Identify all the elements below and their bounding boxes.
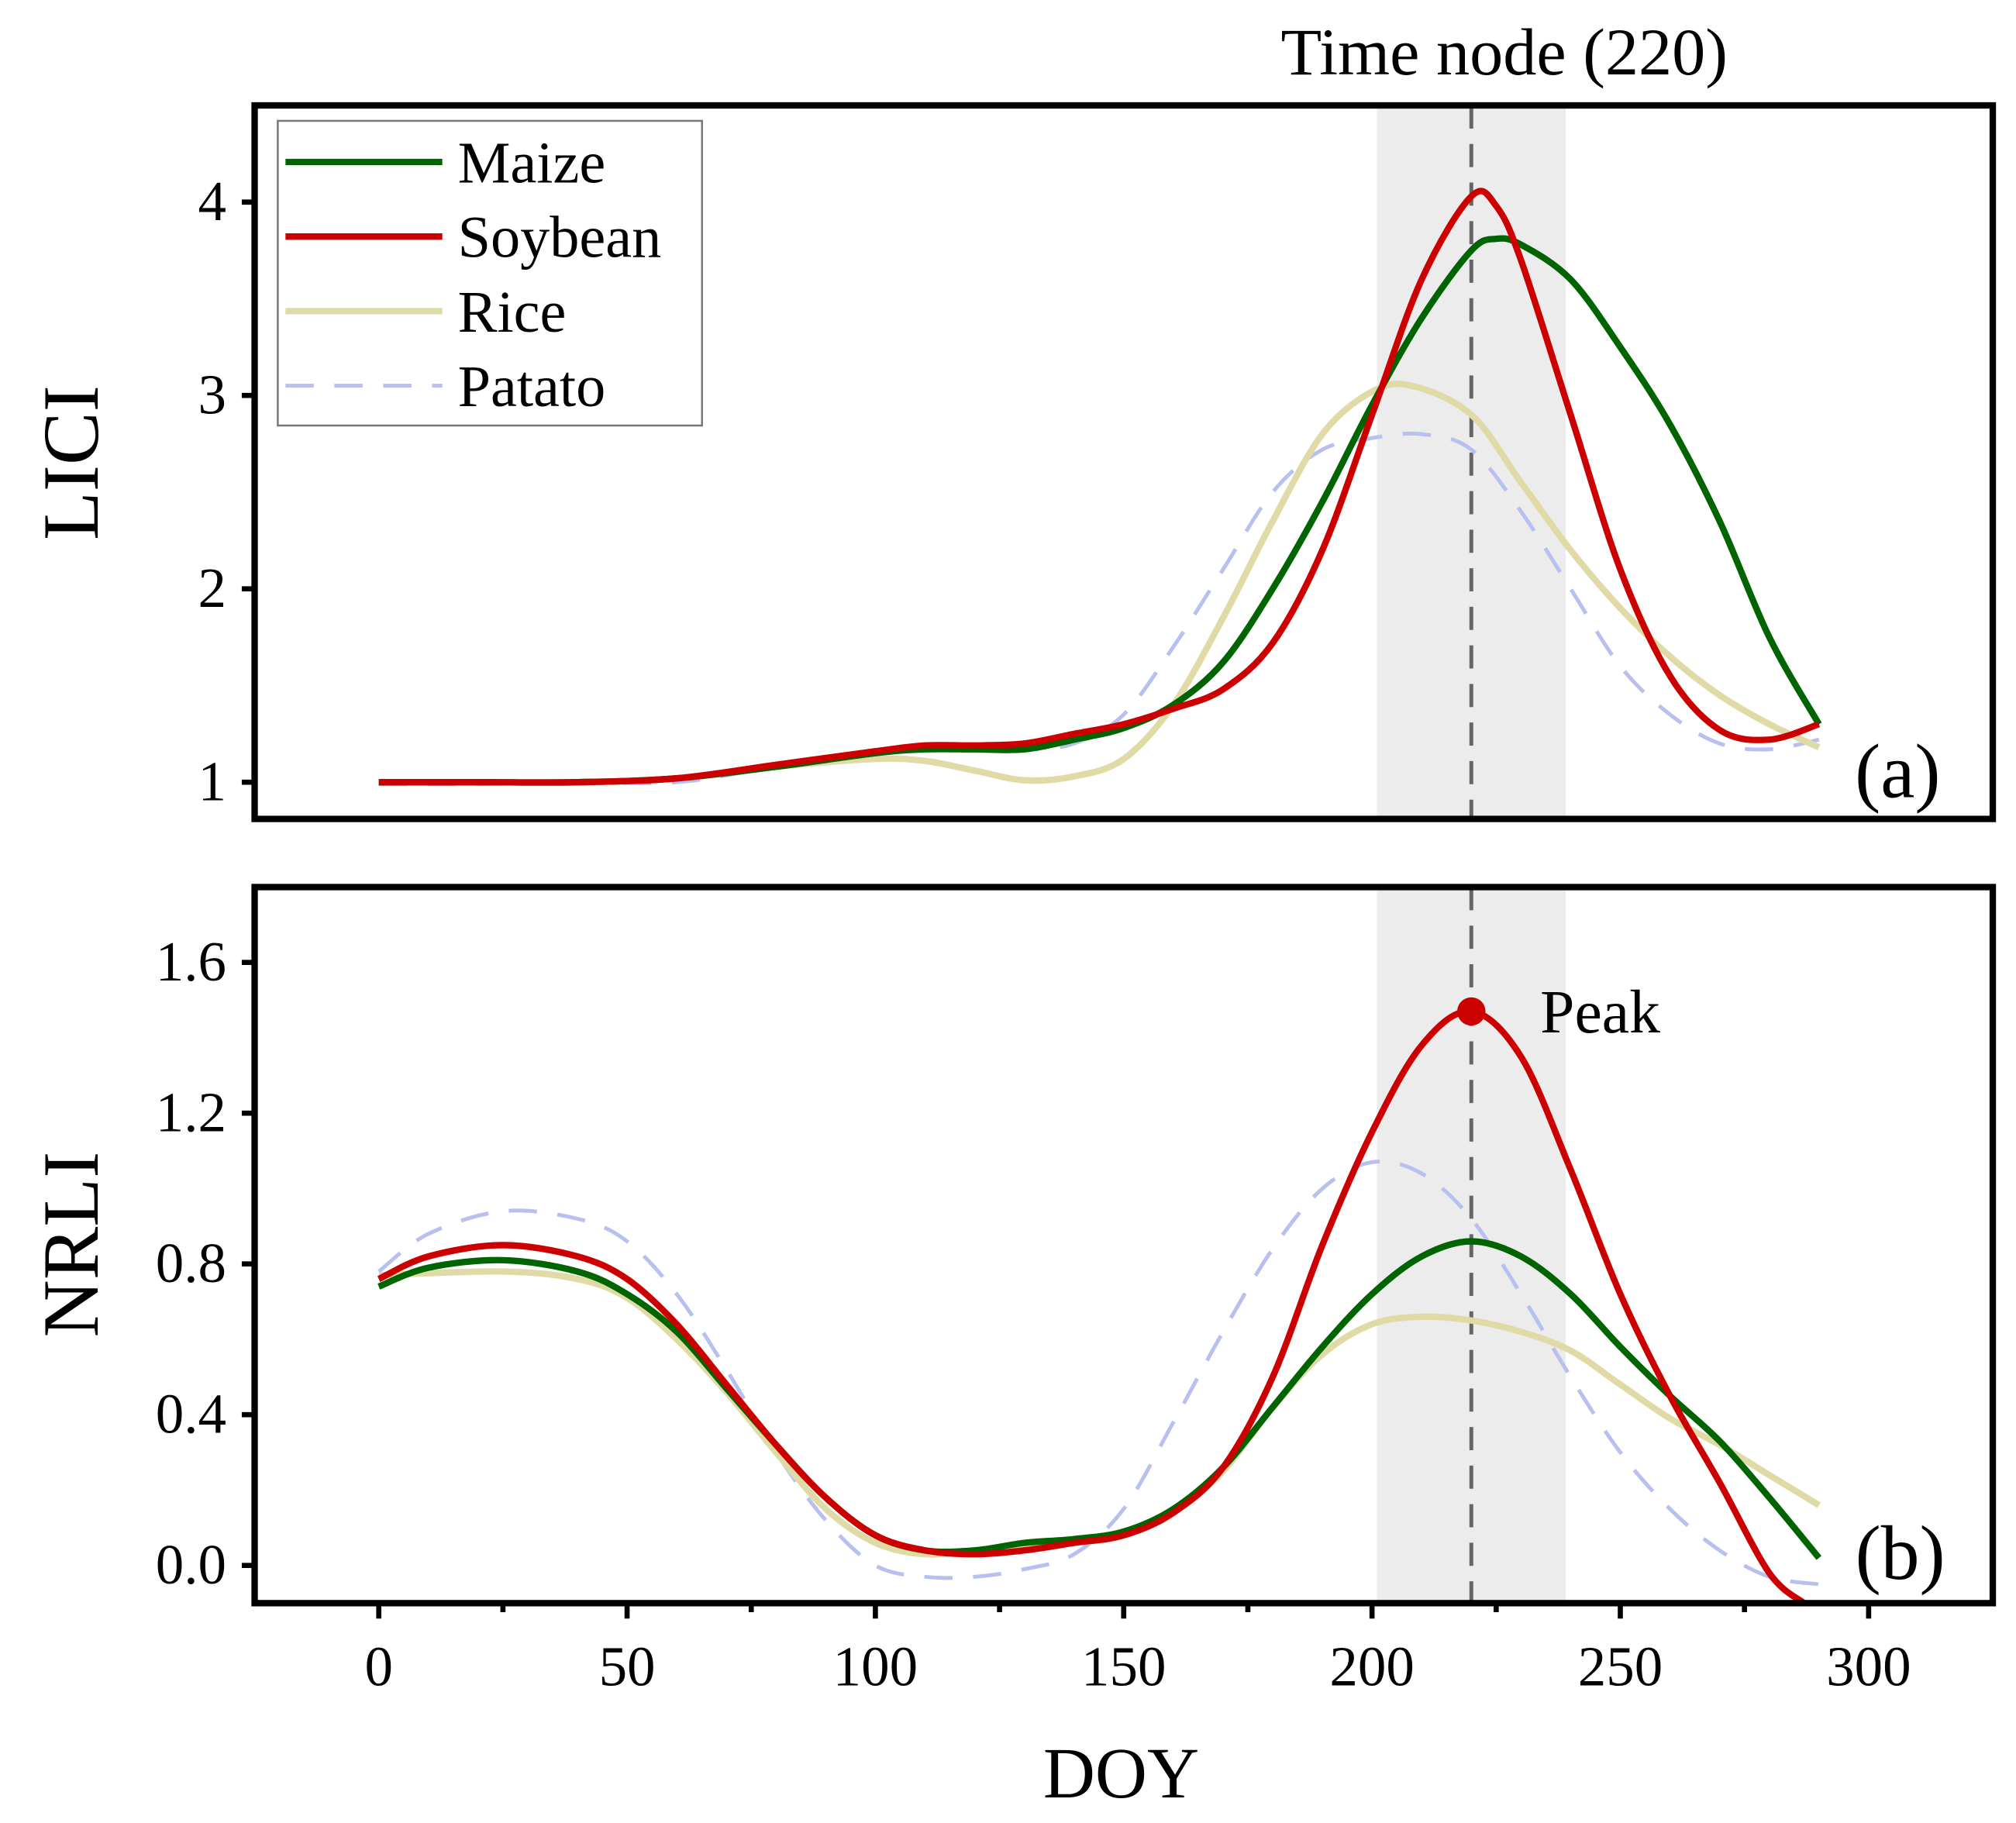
- legend: Maize Soybean Rice Patato: [277, 119, 703, 427]
- x-tick-label: 200: [1329, 1635, 1414, 1698]
- series-line-soybean: [377, 1008, 1807, 1604]
- peak-marker: [1457, 997, 1486, 1026]
- x-tick-label: 100: [833, 1635, 918, 1698]
- y-tick-label: 1.2: [156, 1080, 226, 1143]
- panel-a: 1 2 3 4: [198, 102, 1997, 822]
- x-tick-label: 150: [1081, 1635, 1166, 1698]
- panel-b: 0.0 0.4 0.8 1.2 1.6 0 50 100 150 200 250 300: [156, 884, 1997, 1698]
- x-tick-label: 250: [1578, 1635, 1663, 1698]
- y-tick-label: 1.6: [156, 930, 226, 993]
- y-tick-label: 0.0: [156, 1533, 226, 1596]
- legend-label-rice: Rice: [458, 279, 567, 345]
- series-line-soybean: [378, 188, 1821, 786]
- time-node-label: Time node (220): [1280, 15, 1728, 89]
- y-axis-label-top: LICI: [27, 385, 115, 540]
- series-line-maize: [377, 1238, 1821, 1560]
- peak-label: Peak: [1540, 978, 1660, 1046]
- y-tick-label: 2: [198, 557, 226, 619]
- y-tick-label: 1: [198, 750, 226, 812]
- y-axis-label-bottom: NRLI: [27, 1152, 115, 1338]
- legend-label-maize: Maize: [458, 130, 606, 196]
- y-tick-label: 4: [198, 170, 226, 233]
- legend-label-patato: Patato: [458, 353, 606, 419]
- x-tick-label: 0: [364, 1635, 392, 1698]
- panel-label-b: (b): [1856, 1510, 1945, 1596]
- plot-frame: [251, 102, 1997, 822]
- panel-label-a: (a): [1855, 728, 1940, 814]
- legend-box: [277, 119, 703, 427]
- y-tick-label: 3: [198, 363, 226, 426]
- legend-label-soybean: Soybean: [458, 205, 662, 271]
- x-tick-label: 300: [1826, 1635, 1911, 1698]
- y-tick-label: 0.8: [156, 1232, 226, 1294]
- x-axis-label: DOY: [1043, 1734, 1199, 1814]
- series-line-rice: [378, 1268, 1821, 1558]
- x-tick-label: 50: [599, 1635, 656, 1698]
- series-line-patato: [378, 431, 1820, 787]
- series-line-rice: [378, 381, 1821, 786]
- y-tick-label: 0.4: [156, 1382, 226, 1445]
